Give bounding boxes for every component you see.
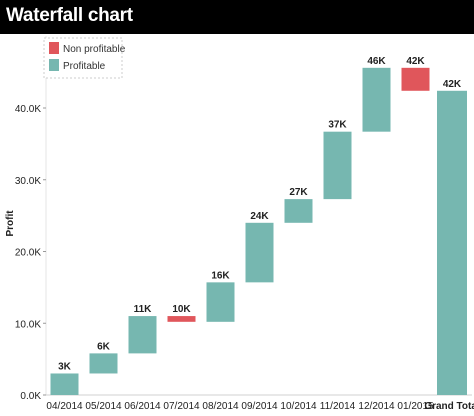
data-label: 27K [289, 187, 308, 198]
bar-06-2014[interactable] [128, 316, 157, 354]
x-tick-label: Grand Total [424, 401, 474, 412]
bar-01-2015[interactable] [401, 67, 430, 91]
x-tick-label: 10/2014 [280, 401, 317, 412]
chart-data-labels: 3K 6K 11K 10K 16K 24K 27K 37K 46K 42K 42K [58, 56, 462, 373]
y-tick-label: 20.0K [15, 248, 41, 259]
data-label: 42K [443, 79, 462, 90]
x-tick-label: 09/2014 [241, 401, 278, 412]
bar-10-2014[interactable] [284, 199, 313, 223]
x-tick-label: 04/2014 [46, 401, 83, 412]
bar-12-2014[interactable] [362, 67, 391, 132]
y-tick-label: 10.0K [15, 319, 41, 330]
bar-08-2014[interactable] [206, 282, 235, 322]
y-tick-label: 0.0K [20, 391, 41, 402]
y-axis-label: Profit [5, 210, 16, 237]
chart-axes [45, 36, 472, 396]
x-tick-label: 01/2015 [397, 401, 434, 412]
x-tick-label: 11/2014 [320, 401, 356, 412]
bar-05-2014[interactable] [89, 353, 118, 374]
data-label: 46K [367, 56, 386, 67]
title-bar: Waterfall chart [0, 0, 474, 34]
data-label: 10K [172, 304, 191, 315]
y-tick-label: 30.0K [15, 176, 41, 187]
legend-swatch-profitable [49, 59, 59, 71]
data-label: 42K [406, 56, 425, 67]
data-label: 16K [211, 270, 230, 281]
y-tick-label: 40.0K [15, 104, 41, 115]
chart-title: Waterfall chart [6, 5, 133, 26]
x-tick-label: 08/2014 [202, 401, 239, 412]
x-tick-label: 05/2014 [85, 401, 122, 412]
bar-11-2014[interactable] [323, 131, 352, 200]
bar-04-2014[interactable] [50, 373, 79, 395]
chart-legend[interactable]: Non profitable Profitable [43, 37, 126, 79]
bar-09-2014[interactable] [245, 222, 274, 283]
data-label: 11K [134, 304, 153, 315]
bar-grand-total[interactable] [437, 90, 467, 395]
x-tick-label: 06/2014 [124, 401, 161, 412]
data-label: 3K [58, 361, 72, 372]
legend-label-non-profitable: Non profitable [63, 44, 126, 55]
legend-label-profitable: Profitable [63, 61, 106, 72]
bar-07-2014[interactable] [167, 316, 196, 322]
legend-swatch-non-profitable [49, 42, 59, 54]
chart-bars [50, 67, 467, 395]
data-label: 6K [97, 341, 111, 352]
data-label: 37K [328, 120, 347, 131]
x-tick-label: 07/2014 [163, 401, 200, 412]
x-tick-label: 12/2014 [358, 401, 395, 412]
y-axis-ticks: 0.0K 10.0K 20.0K 30.0K 40.0K [15, 104, 46, 402]
x-axis-ticks: 04/2014 05/2014 06/2014 07/2014 08/2014 09/20… [46, 401, 474, 412]
data-label: 24K [250, 211, 269, 222]
